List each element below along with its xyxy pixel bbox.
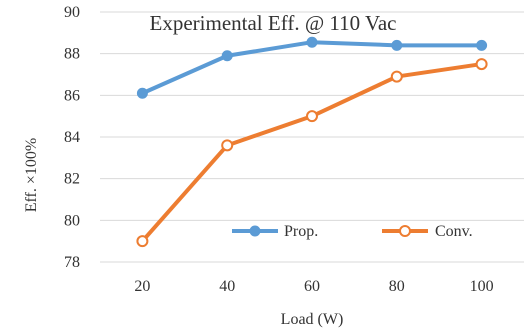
- legend-conv-marker: [399, 225, 411, 237]
- x-tick-labels: 20 40 60 80 100: [134, 278, 493, 295]
- y-tick-labels: 78 80 82 84 86 88 90: [64, 4, 80, 271]
- legend-conv-label: Conv.: [435, 223, 473, 240]
- legend-prop-label: Prop.: [284, 223, 318, 240]
- legend: Prop. Conv.: [232, 223, 473, 240]
- x-tick-label: 80: [389, 278, 405, 295]
- data-point-conv: [136, 235, 149, 248]
- data-point-prop: [306, 36, 318, 48]
- x-tick-label: 60: [304, 278, 320, 295]
- y-tick-label: 88: [64, 46, 80, 63]
- data-point-conv: [306, 110, 318, 123]
- data-point-prop: [476, 39, 488, 51]
- y-tick-label: 86: [64, 87, 80, 104]
- series-line-prop: [140, 40, 484, 96]
- x-tick-label: 20: [134, 278, 150, 295]
- data-point-prop: [136, 87, 148, 99]
- data-point-conv: [475, 58, 488, 71]
- data-point-prop: [221, 50, 233, 62]
- y-tick-label: 80: [64, 212, 80, 229]
- series-group: [136, 36, 488, 248]
- x-tick-label: 40: [219, 278, 235, 295]
- x-axis-label: Load (W): [281, 311, 344, 328]
- y-axis-label: Eff. ×100%: [23, 138, 40, 213]
- y-tick-label: 84: [64, 129, 80, 146]
- chart-title: Experimental Eff. @ 110 Vac: [150, 11, 397, 35]
- x-tick-label: 100: [470, 278, 494, 295]
- gridlines: [100, 11, 524, 263]
- data-point-conv: [221, 139, 234, 152]
- y-tick-label: 78: [64, 254, 80, 271]
- y-tick-label: 82: [64, 171, 80, 188]
- data-point-conv: [390, 70, 403, 83]
- legend-prop-marker: [249, 225, 261, 237]
- data-point-prop: [391, 39, 403, 51]
- y-tick-label: 90: [64, 4, 80, 21]
- series-line-conv: [140, 62, 484, 244]
